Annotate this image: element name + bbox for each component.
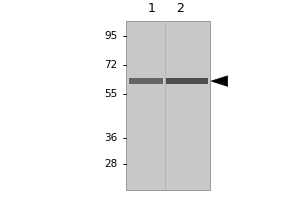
Text: 1: 1 — [148, 2, 155, 15]
Text: 55: 55 — [104, 89, 117, 99]
Text: 72: 72 — [104, 60, 117, 70]
Text: 28: 28 — [104, 159, 117, 169]
Bar — [167, 78, 208, 84]
Text: 36: 36 — [104, 133, 117, 143]
Bar — [129, 78, 164, 84]
Polygon shape — [211, 76, 228, 86]
Bar — [126, 21, 210, 190]
Text: 2: 2 — [176, 2, 184, 15]
Text: 95: 95 — [104, 31, 117, 41]
